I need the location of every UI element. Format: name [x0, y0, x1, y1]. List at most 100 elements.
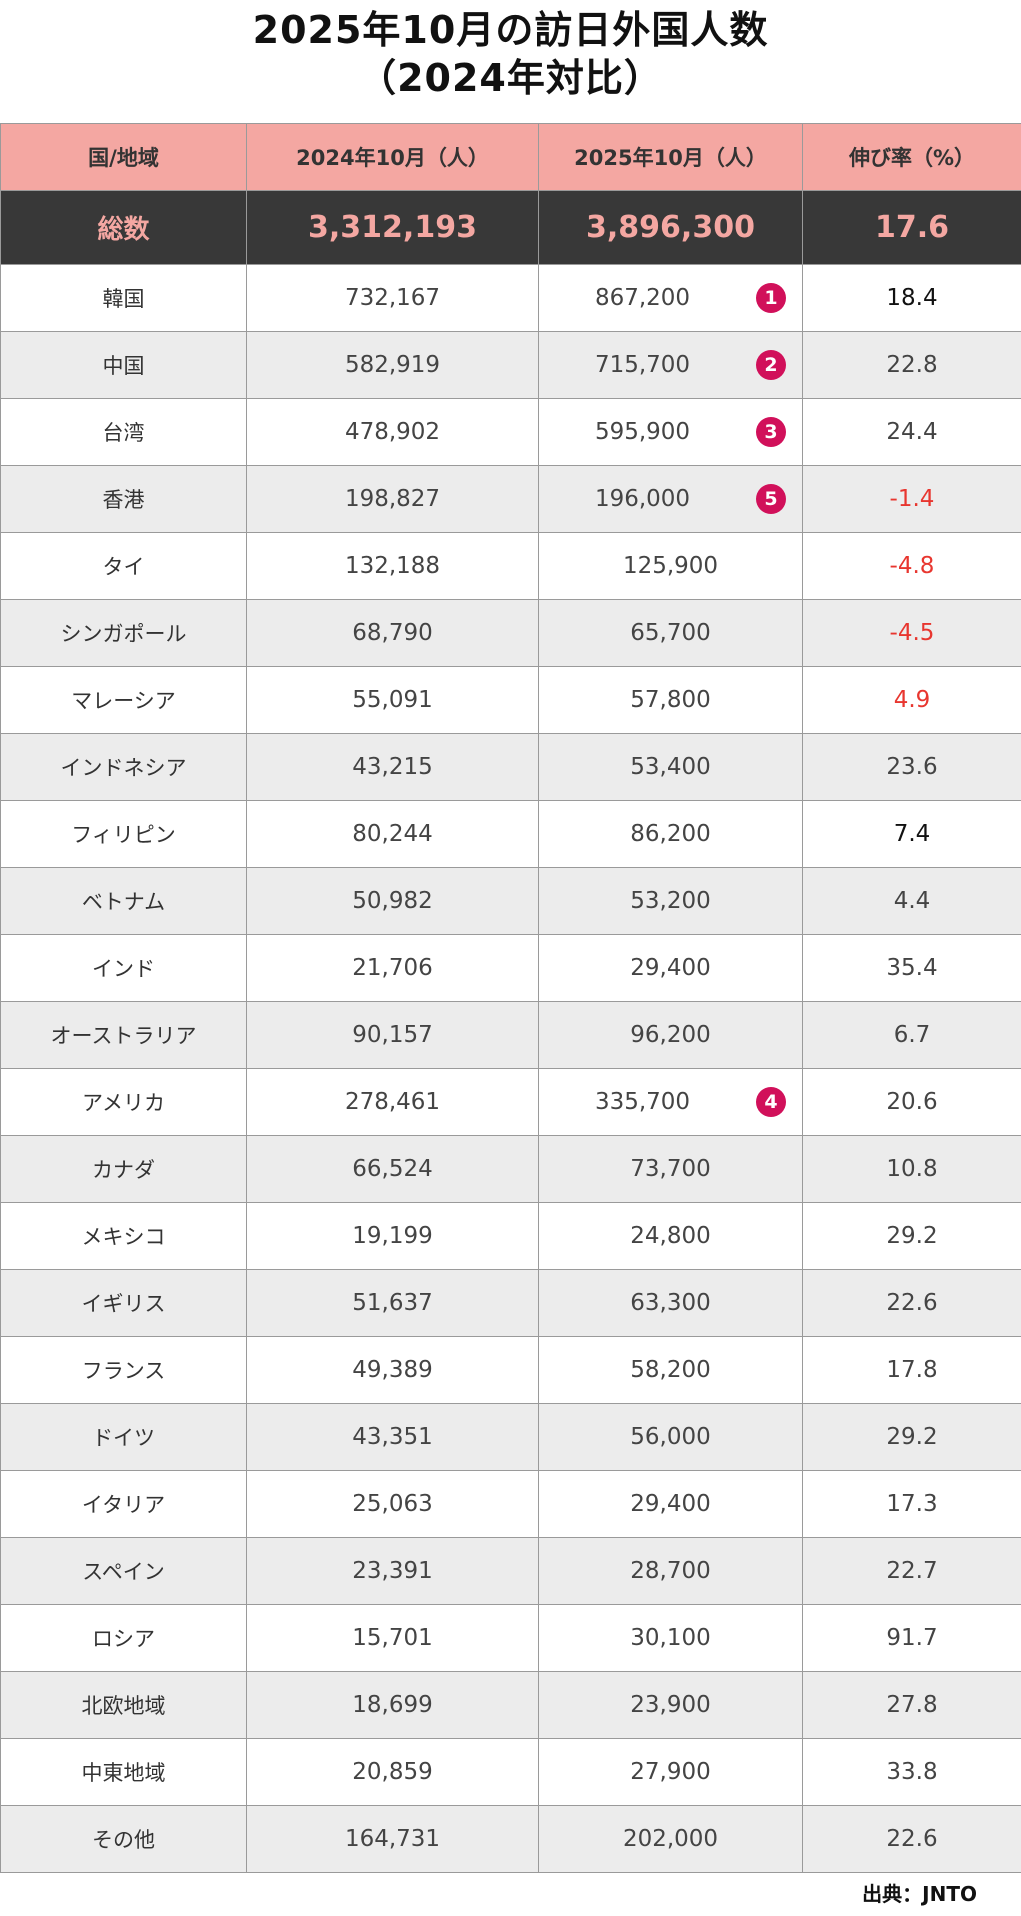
value-2025: 27,900 — [538, 1738, 803, 1806]
page-title: 2025年10月の訪日外国人数 （2024年対比） — [0, 6, 1021, 102]
country-name: マレーシア — [0, 666, 247, 734]
country-name: フィリピン — [0, 800, 247, 868]
growth-rate: 23.6 — [802, 733, 1021, 801]
growth-rate: 22.8 — [802, 331, 1021, 399]
value-2025-number: 595,900 — [594, 419, 691, 445]
growth-rate: 6.7 — [802, 1001, 1021, 1069]
table-row: ドイツ 43,351 56,000 29.2 — [0, 1403, 1021, 1471]
total-growth: 17.6 — [802, 190, 1021, 265]
header-row: 国/地域 2024年10月（人） 2025年10月（人） 伸び率（%） — [0, 123, 1021, 191]
value-2024: 15,701 — [246, 1604, 539, 1672]
growth-rate: 22.6 — [802, 1269, 1021, 1337]
total-2025: 3,896,300 — [538, 190, 803, 265]
value-2024: 43,351 — [246, 1403, 539, 1471]
value-2025-number: 23,900 — [630, 1692, 711, 1718]
rank-badge: 1 — [756, 283, 786, 313]
value-2025-number: 53,200 — [630, 888, 711, 914]
table-row: カナダ 66,524 73,700 10.8 — [0, 1135, 1021, 1203]
value-2025: 65,700 — [538, 599, 803, 667]
table-row: イタリア 25,063 29,400 17.3 — [0, 1470, 1021, 1538]
country-name: ベトナム — [0, 867, 247, 935]
visitors-table: 国/地域 2024年10月（人） 2025年10月（人） 伸び率（%） 総数 3… — [0, 123, 1021, 1873]
value-2024: 164,731 — [246, 1805, 539, 1873]
total-row: 総数 3,312,193 3,896,300 17.6 — [0, 190, 1021, 265]
value-2024: 43,215 — [246, 733, 539, 801]
table-row: オーストラリア 90,157 96,200 6.7 — [0, 1001, 1021, 1069]
value-2024: 132,188 — [246, 532, 539, 600]
table-row: アメリカ 278,461 335,700 4 20.6 — [0, 1068, 1021, 1136]
country-name: タイ — [0, 532, 247, 600]
rank-badge: 3 — [756, 417, 786, 447]
value-2025: 57,800 — [538, 666, 803, 734]
value-2024: 23,391 — [246, 1537, 539, 1605]
table-row: インドネシア 43,215 53,400 23.6 — [0, 733, 1021, 801]
growth-rate: 7.4 — [802, 800, 1021, 868]
table-row: 台湾 478,902 595,900 3 24.4 — [0, 398, 1021, 466]
value-2024: 80,244 — [246, 800, 539, 868]
table-row: フィリピン 80,244 86,200 7.4 — [0, 800, 1021, 868]
table-row: ベトナム 50,982 53,200 4.4 — [0, 867, 1021, 935]
value-2025: 73,700 — [538, 1135, 803, 1203]
table-row: シンガポール 68,790 65,700 -4.5 — [0, 599, 1021, 667]
country-name: ロシア — [0, 1604, 247, 1672]
growth-rate: 18.4 — [802, 264, 1021, 332]
value-2024: 21,706 — [246, 934, 539, 1002]
growth-rate: 10.8 — [802, 1135, 1021, 1203]
value-2025: 29,400 — [538, 1470, 803, 1538]
value-2024: 20,859 — [246, 1738, 539, 1806]
value-2024: 198,827 — [246, 465, 539, 533]
country-name: 韓国 — [0, 264, 247, 332]
rank-badge: 5 — [756, 484, 786, 514]
country-name: フランス — [0, 1336, 247, 1404]
value-2025: 28,700 — [538, 1537, 803, 1605]
value-2025-number: 56,000 — [630, 1424, 711, 1450]
value-2024: 732,167 — [246, 264, 539, 332]
growth-rate: 35.4 — [802, 934, 1021, 1002]
value-2025: 63,300 — [538, 1269, 803, 1337]
growth-rate: 24.4 — [802, 398, 1021, 466]
country-name: カナダ — [0, 1135, 247, 1203]
value-2025: 715,700 2 — [538, 331, 803, 399]
title-line-2: （2024年対比） — [358, 56, 663, 100]
value-2025-number: 867,200 — [594, 285, 691, 311]
total-label: 総数 — [0, 190, 247, 265]
value-2025-number: 715,700 — [594, 352, 691, 378]
value-2024: 90,157 — [246, 1001, 539, 1069]
value-2025: 58,200 — [538, 1336, 803, 1404]
value-2025-number: 30,100 — [630, 1625, 711, 1651]
value-2025: 53,400 — [538, 733, 803, 801]
value-2025: 86,200 — [538, 800, 803, 868]
value-2024: 55,091 — [246, 666, 539, 734]
value-2025-number: 63,300 — [630, 1290, 711, 1316]
value-2025: 96,200 — [538, 1001, 803, 1069]
header-country: 国/地域 — [0, 123, 247, 191]
rank-badge: 4 — [756, 1087, 786, 1117]
value-2025-number: 28,700 — [630, 1558, 711, 1584]
value-2025: 867,200 1 — [538, 264, 803, 332]
value-2025-number: 125,900 — [622, 553, 719, 579]
header-2024: 2024年10月（人） — [246, 123, 539, 191]
value-2025-number: 196,000 — [594, 486, 691, 512]
country-name: メキシコ — [0, 1202, 247, 1270]
growth-rate: -1.4 — [802, 465, 1021, 533]
value-2025: 53,200 — [538, 867, 803, 935]
country-name: アメリカ — [0, 1068, 247, 1136]
growth-rate: 17.8 — [802, 1336, 1021, 1404]
table-row: インド 21,706 29,400 35.4 — [0, 934, 1021, 1002]
value-2025-number: 86,200 — [630, 821, 711, 847]
table-row: ロシア 15,701 30,100 91.7 — [0, 1604, 1021, 1672]
table-row: メキシコ 19,199 24,800 29.2 — [0, 1202, 1021, 1270]
value-2025: 30,100 — [538, 1604, 803, 1672]
growth-rate: -4.5 — [802, 599, 1021, 667]
value-2025: 335,700 4 — [538, 1068, 803, 1136]
growth-rate: 22.7 — [802, 1537, 1021, 1605]
value-2025: 24,800 — [538, 1202, 803, 1270]
country-name: オーストラリア — [0, 1001, 247, 1069]
value-2024: 66,524 — [246, 1135, 539, 1203]
value-2025: 29,400 — [538, 934, 803, 1002]
value-2025-number: 57,800 — [630, 687, 711, 713]
growth-rate: 20.6 — [802, 1068, 1021, 1136]
value-2024: 49,389 — [246, 1336, 539, 1404]
country-name: 台湾 — [0, 398, 247, 466]
value-2025-number: 65,700 — [630, 620, 711, 646]
